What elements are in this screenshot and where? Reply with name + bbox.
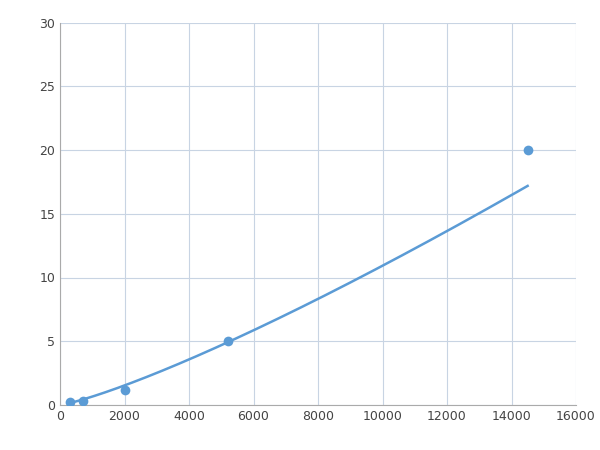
Point — [65, 399, 74, 406]
Point — [223, 338, 233, 345]
Point — [78, 397, 88, 404]
Point — [120, 386, 130, 393]
Point — [523, 146, 532, 153]
